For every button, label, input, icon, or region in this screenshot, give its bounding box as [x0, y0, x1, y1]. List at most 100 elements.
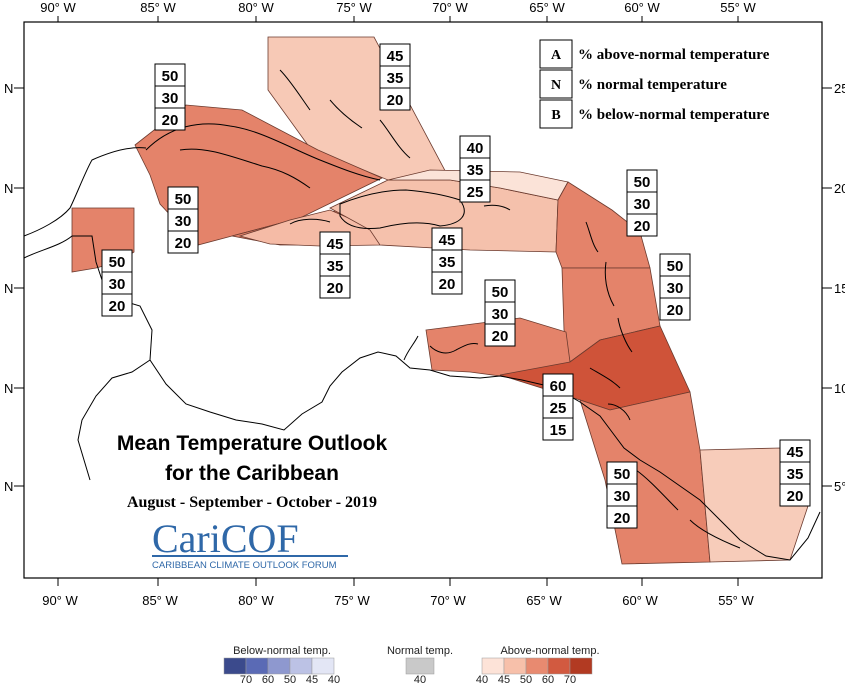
probability-above: 50 [109, 254, 126, 271]
probability-above: 50 [614, 466, 631, 483]
normal-scale-tick: 40 [414, 674, 426, 684]
lon-label-top: 75° W [336, 0, 372, 15]
lon-label-bottom: 70° W [430, 593, 466, 608]
probability-cell [779, 483, 811, 507]
lon-label-bottom: 55° W [718, 593, 754, 608]
probability-box-trinidad: 60 25 15 [542, 373, 574, 441]
below-scale-tick: 40 [328, 674, 340, 684]
below-scale-tick: 60 [262, 674, 274, 684]
lon-label-bottom: 90° W [42, 593, 78, 608]
below-scale-tick: 50 [284, 674, 296, 684]
above-scale-swatch [569, 657, 593, 675]
above-scale-tick: 70 [564, 674, 576, 684]
probability-normal: 30 [492, 306, 509, 323]
probability-normal: 35 [787, 466, 804, 483]
probability-normal: 35 [439, 254, 456, 271]
probability-cell [379, 87, 411, 111]
probability-normal: 30 [614, 488, 631, 505]
below-scale-tick: 70 [240, 674, 252, 684]
probability-below: 20 [614, 510, 631, 527]
legend-key-normal: N [551, 78, 561, 93]
lon-label-top: 60° W [624, 0, 660, 15]
probability-cell [606, 505, 638, 529]
legend-key-box [539, 99, 573, 129]
legend-key-box [539, 69, 573, 99]
probability-below: 20 [162, 112, 179, 129]
probability-box-belize: 50 30 20 [167, 186, 199, 254]
probability-box-abc-islands: 50 30 20 [484, 279, 516, 347]
legend-key-box [539, 39, 573, 69]
probability-above: 50 [667, 258, 684, 275]
lat-label-left: N [4, 381, 13, 396]
probability-box-suriname: 45 35 20 [779, 439, 811, 507]
probability-normal: 30 [634, 196, 651, 213]
above-scale-tick: 45 [498, 674, 510, 684]
lat-label-right: 20 [834, 181, 845, 196]
logo-wordmark: CariCOF [152, 516, 299, 561]
probability-below: 20 [492, 328, 509, 345]
probability-below: 20 [109, 298, 126, 315]
probability-cell [542, 417, 574, 441]
left-latitude-labels: N N N N N [4, 81, 13, 494]
probability-below: 20 [667, 302, 684, 319]
probability-cell [167, 230, 199, 254]
probability-box-cuba: 50 30 20 [154, 63, 186, 131]
above-scale-swatch [525, 657, 549, 675]
scale-title-normal: Normal temp. [387, 645, 453, 657]
lon-label-top: 55° W [720, 0, 756, 15]
lat-label-right: 15 [834, 281, 845, 296]
probability-below: 15 [550, 422, 567, 439]
probability-cell [431, 271, 463, 295]
probability-box-jamaica: 45 35 20 [319, 231, 351, 299]
legend-label-below: % below-normal temperature [578, 107, 770, 123]
probability-below: 20 [327, 280, 344, 297]
probability-above: 45 [327, 236, 344, 253]
lon-label-top: 80° W [238, 0, 274, 15]
probability-above: 50 [162, 68, 179, 85]
probability-cell [484, 323, 516, 347]
probability-below: 20 [439, 276, 456, 293]
probability-cell [626, 213, 658, 237]
lat-label-left: N [4, 479, 13, 494]
above-scale-tick: 50 [520, 674, 532, 684]
above-scale-tick: 60 [542, 674, 554, 684]
below-scale-swatch [267, 657, 291, 675]
normal-scale-swatch [405, 657, 435, 675]
probability-above: 50 [492, 284, 509, 301]
above-scale-tick: 40 [476, 674, 488, 684]
probability-cell [319, 275, 351, 299]
legend-key-below: B [551, 108, 560, 123]
top-longitude-labels: 90° W 85° W 80° W 75° W 70° W 65° W 60° … [40, 0, 756, 15]
probability-above: 50 [175, 191, 192, 208]
probability-normal: 30 [175, 213, 192, 230]
probability-above: 40 [467, 140, 484, 157]
scale-title-below: Below-normal temp. [233, 645, 331, 657]
lon-label-bottom: 80° W [238, 593, 274, 608]
lat-label-left: N [4, 281, 13, 296]
legend-label-normal: % normal temperature [578, 77, 727, 93]
lon-label-bottom: 60° W [622, 593, 658, 608]
probability-above: 50 [634, 174, 651, 191]
title-period: August - September - October - 2019 [127, 494, 377, 511]
lon-label-top: 90° W [40, 0, 76, 15]
below-scale-swatch [223, 657, 247, 675]
probability-below: 25 [467, 184, 484, 201]
probability-box-bahamas: 45 35 20 [379, 43, 411, 111]
title-line-1: Mean Temperature Outlook [117, 432, 388, 455]
bottom-longitude-labels: 90° W 85° W 80° W 75° W 70° W 65° W 60° … [42, 593, 754, 608]
above-scale-swatch [503, 657, 527, 675]
below-scale-swatch [289, 657, 313, 675]
legend-label-above: % above-normal temperature [578, 47, 770, 63]
caricof-logo: CariCOF CARIBBEAN CLIMATE OUTLOOK FORUM [152, 516, 348, 571]
abn-legend: A % above-normal temperature N % normal … [539, 39, 770, 129]
probability-above: 45 [787, 444, 804, 461]
probability-above: 45 [439, 232, 456, 249]
color-scale: Below-normal temp. Normal temp. Above-no… [223, 645, 600, 684]
lat-label-right: 10 [834, 381, 845, 396]
above-scale-swatch [547, 657, 571, 675]
coastlines [23, 69, 821, 561]
lat-label-right: 25 [834, 81, 845, 96]
probability-cell [459, 179, 491, 203]
probability-normal: 35 [467, 162, 484, 179]
